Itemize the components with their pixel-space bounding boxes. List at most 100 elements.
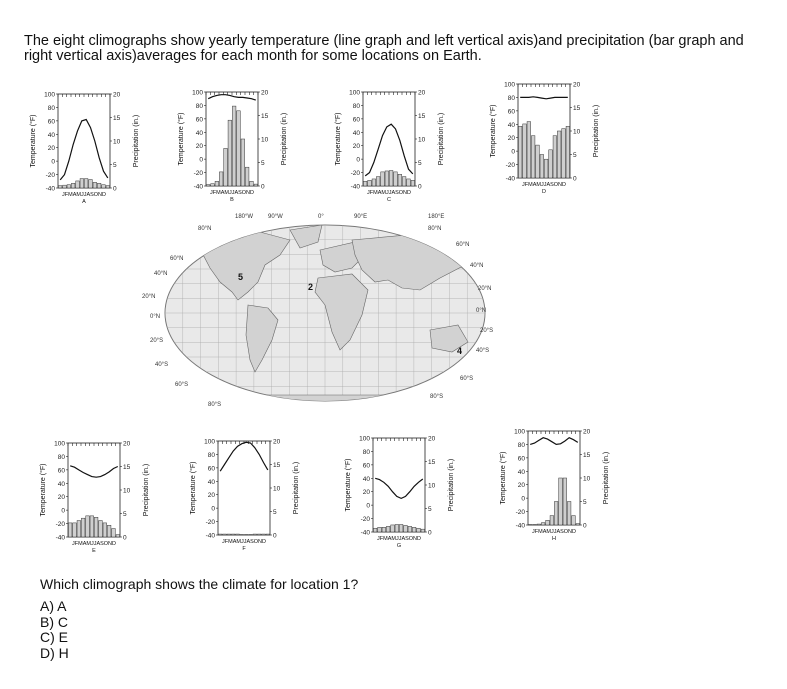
temp-tick-label: -40 xyxy=(46,186,56,193)
precip-bar xyxy=(535,144,540,179)
climograph-letter: B xyxy=(230,197,234,203)
precip-bar xyxy=(261,533,266,536)
temp-tick-label: -40 xyxy=(506,176,516,183)
temp-tick-label: 20 xyxy=(58,494,66,501)
temp-tick-label: 0 xyxy=(51,159,55,166)
precip-bar xyxy=(373,527,378,533)
precip-tick-label: 0 xyxy=(418,184,422,191)
precipitation-axis-label: Precipitation (in.) xyxy=(438,113,445,166)
temp-tick-label: -20 xyxy=(194,170,204,177)
precip-bar xyxy=(75,180,80,189)
temp-tick-label: -40 xyxy=(56,535,66,542)
precip-tick-label: 20 xyxy=(583,429,591,436)
temperature-line xyxy=(520,96,568,100)
precip-tick-label: 10 xyxy=(273,486,281,493)
longitude-label: 90°W xyxy=(268,214,283,220)
choice-c[interactable]: C) E xyxy=(40,629,68,645)
temp-tick-label: 80 xyxy=(48,105,56,112)
precip-bar xyxy=(393,171,398,187)
precip-tick-label: 0 xyxy=(123,535,127,542)
location-marker-4: 4 xyxy=(457,346,462,356)
month-labels: JFMAMJJASOND xyxy=(377,536,421,542)
temperature-axis-label: Temperature (°F) xyxy=(189,462,197,515)
climograph-e: 100 80 60 40 20 0 -20 -40 20 15 10 5 0 Temperature (°… xyxy=(30,437,162,565)
precip-bar xyxy=(210,183,215,187)
month-labels: JFMAMJJASOND xyxy=(222,539,266,545)
choice-b[interactable]: B) C xyxy=(40,613,68,630)
temp-tick-label: -20 xyxy=(361,516,371,523)
precip-bar xyxy=(394,524,399,533)
temp-tick-label: 80 xyxy=(58,454,66,461)
precip-bar xyxy=(381,527,386,533)
precipitation-axis-label: Precipitation (in.) xyxy=(133,115,140,168)
precip-bar xyxy=(562,477,567,526)
temp-tick-label: 0 xyxy=(521,496,525,503)
climograph-svg: 100 80 60 40 20 0 -20 -40 20 15 10 5 0 Temperature (°… xyxy=(489,82,600,196)
temp-tick-label: 80 xyxy=(508,95,516,102)
precip-bar xyxy=(571,515,576,526)
temperature-line xyxy=(530,437,579,446)
temp-tick-label: 60 xyxy=(508,108,516,115)
north-america xyxy=(197,231,291,301)
precip-bar xyxy=(377,527,382,533)
precipitation-axis-label: Precipitation (in.) xyxy=(448,459,455,512)
precip-bar xyxy=(252,533,257,536)
climograph-letter: H xyxy=(552,536,556,542)
precip-tick-label: 15 xyxy=(583,452,591,459)
climograph-svg: 100 80 60 40 20 0 -20 -40 20 15 10 5 0 Temperature (°… xyxy=(334,90,445,204)
precip-tick-label: 10 xyxy=(418,137,426,144)
plot-frame xyxy=(527,430,581,526)
temperature-line xyxy=(219,441,269,472)
month-labels: JFMAMJJASOND xyxy=(532,529,576,535)
temp-tick-label: 40 xyxy=(518,469,526,476)
temp-tick-label: -20 xyxy=(46,172,56,179)
precip-tick-label: 5 xyxy=(113,162,117,169)
greenland xyxy=(289,225,323,249)
longitude-label: 180°W xyxy=(235,214,253,220)
temp-tick-label: 80 xyxy=(196,103,204,110)
month-labels: JFMAMJJASOND xyxy=(62,192,106,198)
temp-tick-label: 80 xyxy=(363,449,371,456)
precip-bar xyxy=(399,524,404,533)
temp-tick-label: -20 xyxy=(351,170,361,177)
precip-tick-label: 15 xyxy=(573,105,581,112)
world-map: 180°W 90°W 0° 90°E 180°E 80°N 60°N 40°N 20°N 0°N 2… xyxy=(140,210,510,415)
longitude-label: 180°E xyxy=(428,214,444,220)
precip-bar xyxy=(545,520,550,526)
latitude-label-right: 80°N xyxy=(428,226,441,232)
precip-bar xyxy=(257,533,262,536)
precip-tick-label: 5 xyxy=(273,509,277,516)
precip-bar xyxy=(558,477,563,526)
temperature-axis-label: Temperature (°F) xyxy=(177,113,185,166)
precip-bar xyxy=(249,181,254,187)
latitude-label-left: 80°N xyxy=(198,226,211,232)
month-labels: JFMAMJJASOND xyxy=(367,190,411,196)
precip-tick-label: 15 xyxy=(123,464,131,471)
temp-tick-label: 0 xyxy=(199,157,203,164)
longitude-label: 90°E xyxy=(354,214,367,220)
latitude-label-left: 60°S xyxy=(175,382,188,388)
precip-bar xyxy=(58,185,63,189)
temp-tick-label: 0 xyxy=(366,503,370,510)
choice-a[interactable]: A) A xyxy=(40,598,67,614)
temperature-line xyxy=(375,477,424,500)
precip-tick-label: 15 xyxy=(261,113,269,120)
temperature-line xyxy=(70,465,119,478)
precip-bar xyxy=(406,178,411,187)
latitude-label-left: 80°S xyxy=(208,402,221,408)
temp-tick-label: 100 xyxy=(514,429,525,436)
precipitation-axis-label: Precipitation (in.) xyxy=(281,113,288,166)
precip-tick-label: 20 xyxy=(418,90,426,97)
precip-tick-label: 5 xyxy=(261,160,265,167)
precip-bar xyxy=(71,183,76,189)
temp-tick-label: 20 xyxy=(353,143,361,150)
precipitation-axis-label: Precipitation (in.) xyxy=(143,464,150,517)
choice-d[interactable]: D) H xyxy=(40,644,69,661)
month-labels: JFMAMJJASOND xyxy=(72,541,116,547)
precip-bar xyxy=(66,184,71,189)
temp-tick-label: 20 xyxy=(518,482,526,489)
precip-bar xyxy=(79,178,84,189)
precip-tick-label: 10 xyxy=(428,483,436,490)
temp-tick-label: -40 xyxy=(206,533,216,540)
temperature-axis-label: Temperature (°F) xyxy=(39,464,47,517)
